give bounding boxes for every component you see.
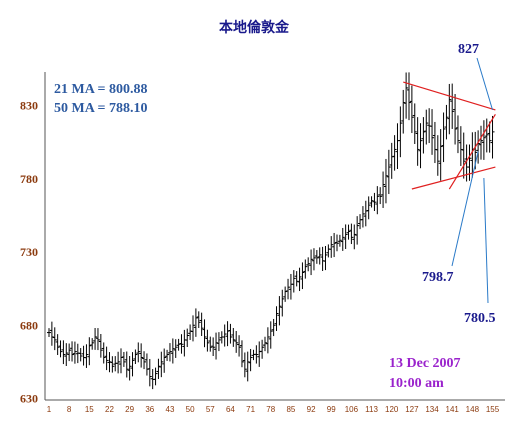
annotation-780-5: 780.5 bbox=[464, 311, 496, 326]
x-tick-label: 127 bbox=[405, 405, 419, 414]
x-tick-label: 106 bbox=[345, 405, 359, 414]
x-tick-label: 50 bbox=[186, 405, 195, 414]
trendline bbox=[411, 166, 496, 190]
x-tick-label: 43 bbox=[166, 405, 175, 414]
y-tick-label: 680 bbox=[20, 318, 38, 332]
x-tick-label: 1 bbox=[47, 405, 52, 414]
x-tick-label: 36 bbox=[145, 405, 154, 414]
x-tick-label: 92 bbox=[307, 405, 316, 414]
y-tick-labels: 630 680 730 780 830 bbox=[20, 99, 38, 406]
x-tick-label: 8 bbox=[67, 405, 72, 414]
x-tick-labels: 1 8 15 22 29 36 43 50 57 64 71 78 85 92 99 106 113 120 127… bbox=[47, 405, 500, 414]
x-tick-label: 148 bbox=[466, 405, 480, 414]
x-tick-label: 71 bbox=[246, 405, 255, 414]
x-tick-label: 141 bbox=[446, 405, 460, 414]
chart-title: 本地倫敦金 bbox=[219, 19, 290, 36]
y-tick-label: 730 bbox=[20, 245, 38, 259]
annotation-pointer bbox=[483, 178, 489, 304]
x-tick-label: 113 bbox=[365, 405, 378, 414]
y-tick-label: 830 bbox=[20, 99, 38, 113]
trendlines bbox=[403, 81, 496, 190]
annotation-pointers bbox=[451, 57, 493, 304]
x-tick-label: 99 bbox=[327, 405, 336, 414]
annotation-pointer bbox=[476, 57, 493, 111]
y-tick-label: 780 bbox=[20, 172, 38, 186]
ma-50-label: 50 MA = 788.10 bbox=[54, 101, 148, 116]
x-tick-label: 155 bbox=[486, 405, 500, 414]
x-tick-label: 29 bbox=[125, 405, 134, 414]
annotation-827: 827 bbox=[458, 42, 479, 57]
x-tick-label: 85 bbox=[286, 405, 295, 414]
x-tick-label: 64 bbox=[226, 405, 235, 414]
x-tick-label: 78 bbox=[266, 405, 275, 414]
x-tick-label: 120 bbox=[385, 405, 399, 414]
y-tick-label: 630 bbox=[20, 392, 38, 406]
annotation-798-7: 798.7 bbox=[422, 270, 454, 285]
x-tick-label: 134 bbox=[425, 405, 439, 414]
x-tick-label: 57 bbox=[206, 405, 215, 414]
trendline bbox=[403, 81, 496, 111]
trendline bbox=[448, 113, 496, 190]
ma-21-label: 21 MA = 800.88 bbox=[54, 82, 148, 97]
date-label: 13 Dec 2007 bbox=[389, 356, 461, 371]
x-tick-label: 15 bbox=[85, 405, 94, 414]
annotation-pointer bbox=[451, 151, 479, 267]
time-label: 10:00 am bbox=[389, 376, 444, 391]
x-tick-label: 22 bbox=[105, 405, 114, 414]
price-bars bbox=[47, 72, 495, 390]
